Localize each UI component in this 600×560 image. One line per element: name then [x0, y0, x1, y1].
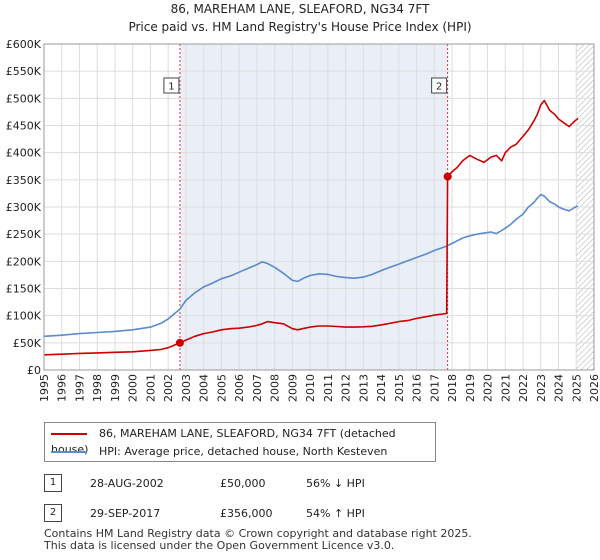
x-tick-label: 2015 [393, 374, 406, 402]
y-tick-label: £0 [27, 364, 41, 377]
sale-hpi-change: 54% ↑ HPI [306, 507, 365, 520]
x-tick-label: 1995 [38, 374, 51, 402]
x-tick-label: 2006 [233, 374, 246, 402]
x-tick-label: 2003 [180, 374, 193, 402]
x-tick-label: 2025 [570, 374, 583, 402]
sale-row-2: 2 29-SEP-2017 £356,000 54% ↑ HPI [44, 504, 444, 524]
x-tick-label: 2005 [215, 374, 228, 402]
sale-annotation-badge: 2 [431, 77, 448, 94]
sale-point [175, 338, 184, 347]
legend-item-property: 86, MAREHAM LANE, SLEAFORD, NG34 7FT (de… [51, 426, 435, 456]
footer-line-1: Contains HM Land Registry data © Crown c… [44, 527, 472, 540]
y-tick-label: £550K [6, 65, 42, 78]
x-tick-label: 2013 [357, 374, 370, 402]
y-tick-label: £100K [6, 310, 42, 323]
x-tick-label: 2017 [428, 374, 441, 402]
y-tick-label: £600K [6, 38, 42, 51]
property-price-line [43, 99, 579, 356]
y-tick-label: £150K [6, 283, 42, 296]
x-tick-label: 1996 [56, 374, 69, 402]
hpi-line [43, 193, 579, 338]
x-tick-label: 2026 [588, 374, 600, 402]
footer-line-2: This data is licensed under the Open Gov… [44, 539, 395, 552]
y-tick-label: £50K [13, 337, 42, 350]
chart-subtitle: Price paid vs. HM Land Registry's House … [128, 20, 471, 34]
chart-title: 86, MAREHAM LANE, SLEAFORD, NG34 7FT [171, 2, 430, 16]
x-tick-label: 2000 [127, 374, 140, 402]
y-tick-label: £400K [6, 147, 42, 160]
x-tick-label: 2007 [251, 374, 264, 402]
x-tick-label: 2014 [375, 374, 388, 402]
sale-price: £356,000 [220, 507, 273, 520]
x-tick-label: 2022 [517, 374, 530, 402]
x-tick-label: 2001 [144, 374, 157, 402]
x-tick-label: 1998 [91, 374, 104, 402]
legend-swatch-hpi [51, 451, 87, 453]
x-tick-label: 2008 [269, 374, 282, 402]
y-tick-label: £500K [6, 92, 42, 105]
x-tick-label: 2019 [464, 374, 477, 402]
x-tick-label: 1997 [73, 374, 86, 402]
x-tick-label: 2021 [499, 374, 512, 402]
sale-annotation-badge: 1 [163, 77, 180, 94]
x-tick-label: 2009 [286, 374, 299, 402]
annotation-box [163, 77, 180, 94]
y-tick-label: £300K [6, 201, 42, 214]
x-tick-label: 2002 [162, 374, 175, 402]
price-chart: 86, MAREHAM LANE, SLEAFORD, NG34 7FT Pri… [6, 2, 600, 402]
x-tick-label: 2023 [535, 374, 548, 402]
annotation-label: 2 [436, 82, 442, 93]
sale-badge: 2 [44, 504, 62, 522]
y-tick-label: £200K [6, 255, 42, 268]
x-tick-label: 2010 [304, 374, 317, 402]
legend-swatch-property [51, 433, 87, 435]
sale-price: £50,000 [220, 477, 266, 490]
y-tick-label: £350K [6, 174, 42, 187]
chart-legend: 86, MAREHAM LANE, SLEAFORD, NG34 7FT (de… [44, 422, 436, 462]
annotation-box [431, 77, 448, 94]
sale-badge: 1 [44, 474, 62, 492]
x-tick-label: 2012 [340, 374, 353, 402]
sale-row-1: 1 28-AUG-2002 £50,000 56% ↓ HPI [44, 474, 444, 494]
x-tick-label: 1999 [109, 374, 122, 402]
sale-date: 29-SEP-2017 [90, 507, 161, 520]
sale-date: 28-AUG-2002 [90, 477, 164, 490]
legend-label-hpi: HPI: Average price, detached house, Nort… [99, 445, 388, 458]
annotation-label: 1 [168, 82, 174, 93]
x-tick-label: 2018 [446, 374, 459, 402]
x-tick-label: 2024 [553, 374, 566, 402]
sale-point [443, 172, 452, 181]
plot-border [43, 43, 595, 371]
footer: Contains HM Land Registry data © Crown c… [44, 528, 472, 552]
x-tick-label: 2016 [411, 374, 424, 402]
x-tick-label: 2011 [322, 374, 335, 402]
legend-item-hpi: HPI: Average price, detached house, Nort… [51, 444, 387, 460]
x-tick-label: 2004 [198, 374, 211, 402]
sale-hpi-change: 56% ↓ HPI [306, 477, 365, 490]
y-tick-label: £450K [6, 120, 42, 133]
x-tick-label: 2020 [482, 374, 495, 402]
y-tick-label: £250K [6, 228, 42, 241]
